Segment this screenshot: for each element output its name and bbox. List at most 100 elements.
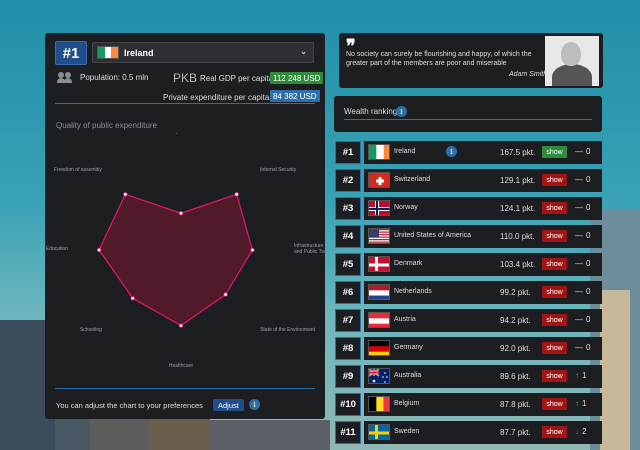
row-trend: ↑ 1 [575, 371, 586, 380]
row-country: Sweden [394, 428, 420, 435]
adjust-button[interactable]: Adjust [213, 399, 244, 411]
row-body: Switzerland 129.1 pkt. show —0 [364, 169, 602, 192]
divider [55, 103, 315, 104]
at-flag-icon [368, 312, 390, 328]
country-panel: #1 Ireland ⌄ Population: 0.5 mln PKB Rea… [45, 33, 325, 419]
row-rank: #5 [335, 253, 361, 276]
trend-value: 0 [586, 147, 591, 156]
row-country: Norway [394, 204, 418, 211]
ranking-row: #3 Norway 124.1 pkt. show —0 [335, 197, 602, 220]
row-rank: #3 [335, 197, 361, 220]
row-score: 124.1 pkt. [500, 204, 536, 213]
show-button[interactable]: show [542, 258, 567, 270]
no-change-icon: — [575, 315, 583, 324]
row-body: Belgium 87.8 pkt. show ↑ 1 [364, 393, 602, 416]
row-score: 99.2 pkt. [500, 288, 531, 297]
show-button[interactable]: show [542, 230, 567, 242]
row-country: Australia [394, 372, 422, 379]
show-button[interactable]: show [542, 370, 567, 382]
row-rank: #8 [335, 337, 361, 360]
show-button[interactable]: show [542, 342, 567, 354]
row-score: 110.0 pkt. [500, 232, 535, 241]
row-trend: —0 [575, 203, 590, 212]
row-rank: #7 [335, 309, 361, 332]
row-trend: —0 [575, 287, 590, 296]
row-rank: #10 [335, 393, 361, 416]
row-score: 89.6 pkt. [500, 372, 531, 381]
row-body: Denmark 103.4 pkt. show —0 [364, 253, 602, 276]
ranking-row: #1 Ireland i 167.5 pkt. show —0 [335, 141, 602, 164]
row-rank: #9 [335, 365, 361, 388]
radar-point [223, 292, 228, 297]
trend-value: 0 [586, 231, 591, 240]
quote-text: No society can surely be flourishing and… [346, 51, 532, 68]
row-country: Switzerland [394, 176, 431, 183]
row-body: United States of America 110.0 pkt. show —0 [364, 225, 602, 248]
row-trend: —0 [575, 147, 590, 156]
row-rank: #4 [335, 225, 361, 248]
no-change-icon: — [575, 203, 583, 212]
ranking-row: #2 Switzerland 129.1 pkt. show —0 [335, 169, 602, 192]
no-change-icon: — [575, 287, 583, 296]
row-body: Germany 92.0 pkt. show —0 [364, 337, 602, 360]
radar-point [178, 211, 184, 216]
row-score: 87.7 pkt. [500, 428, 531, 437]
show-button[interactable]: show [542, 202, 567, 214]
row-rank: #11 [335, 421, 361, 444]
show-button[interactable]: show [542, 314, 567, 326]
info-icon[interactable]: i [249, 399, 260, 410]
chevron-down-icon[interactable]: ⌄ [300, 47, 307, 56]
gdp-value-badge: 112 248 USD [270, 72, 324, 84]
row-trend: —0 [575, 231, 590, 240]
nl-flag-icon [368, 284, 390, 300]
ie-flag-icon [368, 144, 390, 160]
row-country: Germany [394, 344, 423, 351]
info-icon[interactable]: i [446, 146, 457, 157]
row-country: Netherlands [394, 288, 432, 295]
dk-flag-icon [368, 256, 390, 272]
population-label: Population: 0.5 mln [80, 73, 149, 82]
no-flag-icon [368, 200, 390, 216]
radar-point [130, 296, 135, 301]
trend-value: 0 [586, 203, 591, 212]
show-button[interactable]: show [542, 398, 567, 410]
row-body: Australia 89.6 pkt. show ↑ 1 [364, 365, 602, 388]
show-button[interactable]: show [542, 426, 567, 438]
radar-point [123, 192, 128, 197]
ranking-row: #5 Denmark 103.4 pkt. show —0 [335, 253, 602, 276]
row-country: Belgium [394, 400, 420, 407]
gdp-label: Real GDP per capita [200, 74, 274, 83]
radar-chart: Military Potential Internal Security Infra… [45, 133, 325, 369]
ranking-row: #7 Austria 94.2 pkt. show —0 [335, 309, 602, 332]
row-country: Austria [394, 316, 416, 323]
arrow-up-icon: ↑ [575, 399, 579, 408]
row-score: 103.4 pkt. [500, 260, 536, 269]
country-select[interactable]: Ireland ⌄ [92, 42, 314, 63]
trend-value: 2 [582, 427, 587, 436]
show-button[interactable]: show [542, 174, 567, 186]
se-flag-icon [368, 424, 390, 440]
show-button[interactable]: show [542, 146, 567, 158]
row-country: Ireland [394, 148, 416, 155]
row-body: Norway 124.1 pkt. show —0 [364, 197, 602, 220]
no-change-icon: — [575, 175, 583, 184]
radar-point [96, 247, 102, 253]
row-body: Austria 94.2 pkt. show —0 [364, 309, 602, 332]
divider [344, 119, 592, 120]
ranking-row: #9 Australia 89.6 pkt. show ↑ 1 [335, 365, 602, 388]
population-row: Population: 0.5 mln [57, 72, 149, 83]
quote-author: Adam Smith [509, 71, 548, 78]
row-score: 87.8 pkt. [500, 400, 531, 409]
no-change-icon: — [575, 231, 583, 240]
info-icon[interactable]: i [396, 106, 407, 117]
radar-axis-label: Higher Education [45, 246, 68, 252]
row-score: 92.0 pkt. [500, 344, 531, 353]
show-button[interactable]: show [542, 286, 567, 298]
people-icon [57, 72, 73, 83]
row-rank: #2 [335, 169, 361, 192]
arrow-up-icon: ↑ [575, 371, 579, 380]
row-rank: #6 [335, 281, 361, 304]
radar-point [250, 247, 255, 253]
trend-value: 1 [582, 371, 587, 380]
